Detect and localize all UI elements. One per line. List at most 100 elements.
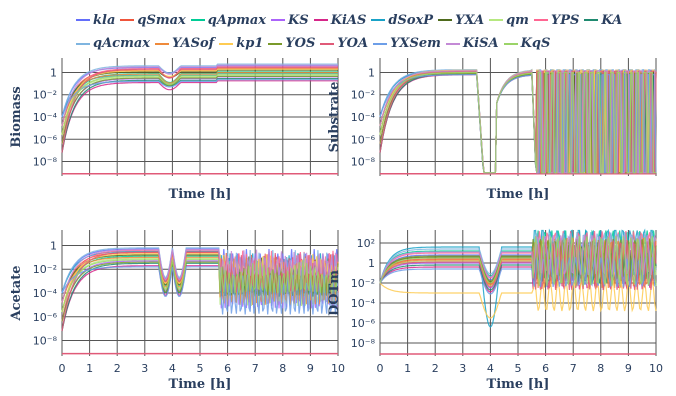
- legend-label: YPS: [550, 12, 580, 28]
- series-line-YOA: [61, 66, 338, 153]
- y-axis-title: DOTm: [327, 270, 342, 316]
- x-tick-label: 1: [404, 362, 411, 375]
- x-tick-label: 6: [542, 362, 549, 375]
- legend-label: KiAS: [330, 12, 367, 28]
- y-tick-label: 10⁻⁴: [33, 111, 58, 124]
- series-line-YPS: [379, 230, 657, 284]
- chart-panel-dotm: 10⁻⁸ 10⁻⁶ 10⁻⁴ 10⁻² 1 10² 0 1 2 3 4 5 6 7 8 9 10 Time [h]…: [327, 228, 663, 392]
- legend-item-kp1[interactable]: kp1: [219, 34, 263, 53]
- y-tick-label: 1: [50, 66, 57, 79]
- legend-item-YXSem[interactable]: YXSem: [373, 34, 441, 53]
- x-tick-label: 7: [252, 362, 259, 375]
- x-tick-label: 8: [597, 362, 604, 375]
- legend-label: kp1: [236, 36, 264, 51]
- x-axis-title: Time [h]: [169, 187, 232, 202]
- y-tick-label: 10²: [357, 237, 375, 250]
- legend-label: YASof: [172, 36, 215, 51]
- x-tick-label: 10: [331, 362, 345, 375]
- legend-label: qSmax: [137, 12, 186, 28]
- x-tick-label: 6: [224, 362, 231, 375]
- legend-label: YOA: [337, 36, 369, 51]
- legend-label: KiSA: [462, 36, 499, 51]
- legend-item-YOS[interactable]: YOS: [268, 34, 315, 53]
- x-tick-label: 7: [570, 362, 577, 375]
- x-axis-title: Time [h]: [487, 187, 550, 202]
- y-tick-label: 10⁻²: [33, 89, 57, 102]
- chart-panel-biomass: 10⁻⁸ 10⁻⁶ 10⁻⁴ 10⁻² 1 Time [h] Biomass: [9, 58, 339, 202]
- legend-item-qSmax[interactable]: qSmax: [120, 11, 186, 30]
- legend-swatch: [313, 19, 328, 21]
- legend-item-qm[interactable]: qm: [489, 11, 529, 30]
- x-tick-label: 3: [459, 362, 466, 375]
- series-line-qAcmax: [61, 63, 338, 118]
- x-tick-label: 3: [141, 362, 148, 375]
- x-tick-label: 10: [649, 362, 663, 375]
- series-line-KqS: [379, 71, 656, 174]
- y-tick-label: 10⁻⁴: [33, 287, 58, 300]
- y-tick-label: 10⁻⁶: [33, 133, 58, 146]
- x-axis-title: Time [h]: [487, 377, 550, 392]
- y-axis-title: Acetate: [9, 266, 24, 322]
- series-line-YXA: [61, 69, 338, 127]
- series-line-KqS: [61, 73, 338, 135]
- y-tick-label: 10⁻⁴: [351, 111, 376, 124]
- series-line-KqS: [379, 235, 657, 287]
- legend-swatch: [268, 42, 283, 45]
- legend-swatch: [503, 42, 518, 45]
- y-axis-title: Substrate: [327, 82, 342, 153]
- legend-label: KqS: [520, 36, 551, 51]
- y-tick-label: 10⁻⁸: [351, 156, 376, 169]
- legend-item-KqS[interactable]: KqS: [503, 34, 551, 53]
- legend-item-qAcmax[interactable]: qAcmax: [76, 34, 150, 53]
- legend-item-KA[interactable]: KA: [584, 11, 622, 30]
- series-line-KiSA: [61, 64, 338, 127]
- x-tick-label: 0: [377, 362, 384, 375]
- chart-panel-substrate: 10⁻⁸ 10⁻⁶ 10⁻⁴ 10⁻² 1 Time [h] Substrate: [327, 58, 657, 202]
- series-line-kp1: [379, 279, 657, 319]
- legend-item-kla[interactable]: kla: [76, 11, 115, 30]
- y-tick-label: 1: [368, 66, 375, 79]
- legend-swatch: [155, 42, 170, 45]
- legend-swatch: [271, 19, 285, 21]
- series-line-YOA: [379, 239, 657, 291]
- legend-label: KS: [288, 12, 309, 28]
- legend-swatch: [438, 19, 453, 21]
- x-axis-title: Time [h]: [169, 377, 232, 392]
- series-line-YXSem: [61, 266, 339, 315]
- y-tick-label: 10⁻⁸: [33, 335, 58, 348]
- series-line-KiAS: [61, 80, 338, 153]
- series-line-YOS: [61, 75, 338, 144]
- legend-item-YPS[interactable]: YPS: [533, 11, 580, 30]
- y-tick-label: 1: [368, 257, 375, 270]
- legend-item-KS[interactable]: KS: [271, 11, 309, 30]
- y-tick-label: 10⁻⁶: [351, 133, 376, 146]
- legend-item-KiSA[interactable]: KiSA: [445, 34, 499, 53]
- legend-label: KA: [601, 12, 623, 28]
- legend-swatch: [190, 19, 205, 21]
- y-tick-label: 10⁻⁸: [351, 337, 376, 350]
- series-line-KqS: [61, 259, 339, 313]
- legend-item-YOA[interactable]: YOA: [320, 34, 368, 53]
- legend-swatch: [120, 19, 135, 21]
- legend-swatch: [584, 19, 599, 21]
- legend-item-YASof[interactable]: YASof: [155, 34, 214, 53]
- legend-swatch: [445, 42, 460, 45]
- legend-swatch: [76, 42, 90, 45]
- x-tick-label: 0: [59, 362, 66, 375]
- legend-label: qApmax: [207, 12, 266, 28]
- series-line-YASof: [61, 71, 338, 127]
- x-tick-label: 1: [86, 362, 93, 375]
- legend-item-YXA[interactable]: YXA: [438, 11, 484, 30]
- y-tick-label: 10⁻⁸: [33, 156, 58, 169]
- y-tick-label: 10⁻⁶: [351, 317, 376, 330]
- legend-item-KiAS[interactable]: KiAS: [313, 11, 367, 30]
- legend-swatch: [373, 42, 388, 45]
- legend-item-dSoxP[interactable]: dSoxP: [371, 11, 433, 30]
- legend-swatch: [489, 19, 504, 21]
- x-tick-label: 2: [114, 362, 121, 375]
- legend-item-qApmax[interactable]: qApmax: [190, 11, 266, 30]
- x-tick-label: 2: [432, 362, 439, 375]
- series-line-YXSem: [379, 256, 657, 295]
